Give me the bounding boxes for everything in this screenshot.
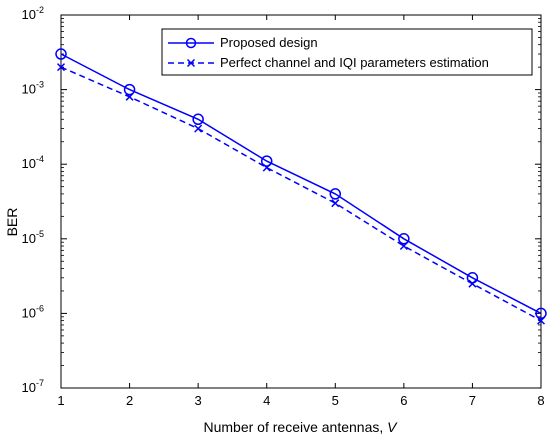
data-point-circle [123,83,136,96]
data-point-x [262,163,271,172]
legend-entry-proposed: Proposed design [168,35,318,50]
x-tick-label: 5 [332,393,339,408]
legend-marker-x-icon [186,58,196,68]
plot-area [60,14,542,389]
series-line-0 [60,53,542,315]
x-tick-label: 2 [126,393,133,408]
legend: Proposed design Perfect channel and IQI … [161,28,533,76]
x-tick-label: 3 [195,393,202,408]
data-point-x [399,241,408,251]
legend-marker-circle-icon [185,37,197,49]
data-point-circle [535,307,547,320]
data-point-circle [192,113,204,126]
x-axis-label-variable: V [387,419,398,435]
x-tick-labels: 1 2 3 4 5 6 7 8 [57,393,544,408]
x-tick-label: 6 [400,393,407,408]
data-point-circle [260,155,273,167]
y-tick-label: 10-6 [22,303,44,320]
data-point-x [468,279,477,288]
data-point-x [194,124,203,133]
data-point-x [56,63,66,72]
x-tick-label: 1 [57,393,64,408]
data-point-x [331,199,340,208]
data-point-x [536,316,546,325]
axis-ticks [60,14,542,389]
x-tick-label: 4 [263,393,270,408]
legend-entry-perfect: Perfect channel and IQI parameters estim… [168,55,489,70]
x-axis-label: Number of receive antennas, V [204,419,399,435]
legend-box [161,28,533,76]
data-point-x [125,92,134,101]
x-tick-label: 8 [537,393,544,408]
y-axis-label: BER [4,208,20,237]
data-point-circle [329,188,342,200]
y-tick-label: 10-3 [22,80,44,97]
series-layer [55,48,547,325]
data-point-circle [55,48,67,60]
data-point-circle [398,233,410,245]
legend-label-proposed: Proposed design [220,35,318,50]
y-tick-label: 10-7 [22,378,44,395]
y-tick-label: 10-4 [22,154,44,171]
y-tick-labels: 10-2 10-3 10-4 10-5 10-6 10-7 [22,5,44,395]
series-line-1 [60,66,542,322]
x-tick-label: 7 [469,393,476,408]
y-tick-label: 10-2 [22,5,44,22]
y-tick-label: 10-5 [22,229,44,246]
plot-frame [60,14,542,389]
legend-label-perfect: Perfect channel and IQI parameters estim… [220,55,489,70]
